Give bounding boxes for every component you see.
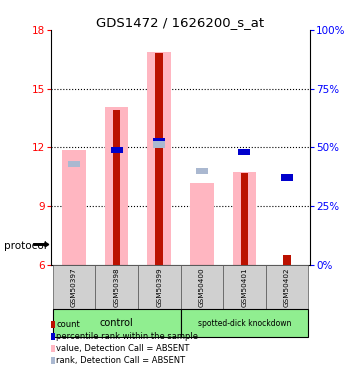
- Bar: [180, 265, 223, 309]
- Bar: [239, 149, 251, 155]
- Text: value, Detection Call = ABSENT: value, Detection Call = ABSENT: [56, 344, 190, 353]
- Text: percentile rank within the sample: percentile rank within the sample: [56, 332, 198, 341]
- Bar: [62, 150, 86, 265]
- Text: GSM50398: GSM50398: [114, 267, 119, 307]
- Bar: [148, 53, 171, 265]
- Bar: [95, 265, 138, 309]
- Bar: [283, 255, 291, 265]
- Text: GSM50399: GSM50399: [156, 267, 162, 307]
- Bar: [153, 141, 165, 147]
- Text: GSM50397: GSM50397: [71, 267, 77, 307]
- Bar: [68, 161, 80, 167]
- Bar: [240, 173, 248, 265]
- Bar: [113, 110, 121, 265]
- Bar: [180, 309, 308, 337]
- Bar: [105, 107, 128, 265]
- Bar: [53, 265, 95, 309]
- Text: protocol: protocol: [4, 241, 46, 250]
- Title: GDS1472 / 1626200_s_at: GDS1472 / 1626200_s_at: [96, 16, 265, 29]
- Text: control: control: [100, 318, 134, 328]
- Bar: [155, 54, 163, 265]
- Bar: [190, 183, 213, 265]
- Bar: [223, 265, 266, 309]
- Bar: [138, 265, 180, 309]
- Bar: [53, 309, 180, 337]
- Bar: [266, 265, 308, 309]
- Text: rank, Detection Call = ABSENT: rank, Detection Call = ABSENT: [56, 356, 185, 365]
- Bar: [281, 174, 293, 181]
- Text: GSM50401: GSM50401: [242, 267, 247, 307]
- Bar: [196, 168, 208, 174]
- Bar: [153, 138, 165, 145]
- Bar: [110, 147, 122, 153]
- Text: GSM50400: GSM50400: [199, 267, 205, 307]
- Text: spotted-dick knockdown: spotted-dick knockdown: [198, 319, 291, 328]
- Bar: [233, 172, 256, 265]
- Text: count: count: [56, 320, 80, 329]
- Text: GSM50402: GSM50402: [284, 267, 290, 307]
